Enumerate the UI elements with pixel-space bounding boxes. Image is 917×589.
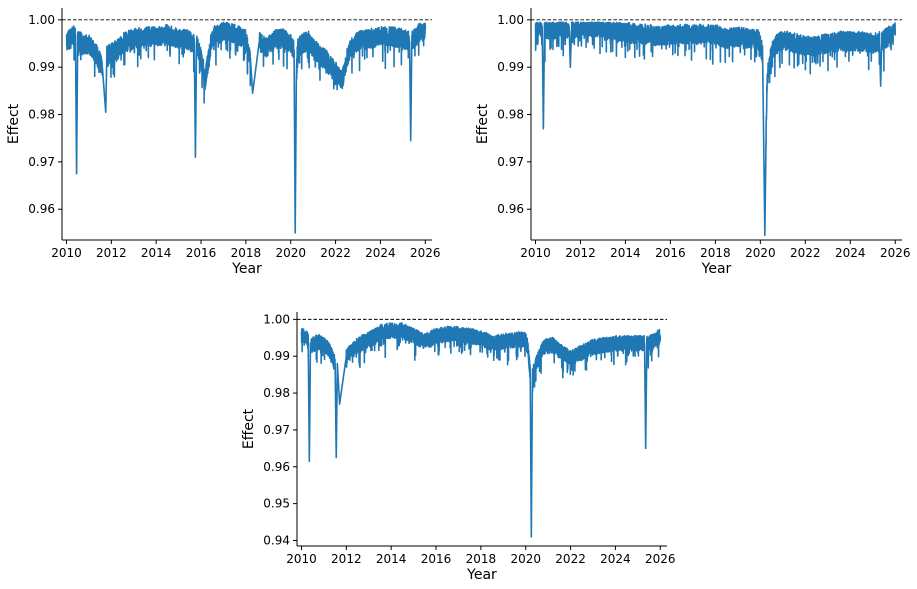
x-tick-label: 2016 xyxy=(421,552,452,566)
x-tick-label: 2016 xyxy=(186,246,217,260)
x-tick-label: 2010 xyxy=(51,246,82,260)
y-tick-label: 0.99 xyxy=(28,60,55,74)
y-axis-label: Effect xyxy=(241,408,257,449)
x-tick-label: 2020 xyxy=(745,246,776,260)
y-axis-label: Effect xyxy=(475,103,491,144)
y-tick-label: 0.95 xyxy=(263,497,290,511)
y-tick-label: 0.94 xyxy=(263,533,290,547)
x-tick-label: 2026 xyxy=(410,246,441,260)
y-tick-label: 1.00 xyxy=(28,13,55,27)
y-tick-label: 0.97 xyxy=(28,155,55,169)
y-tick-label: 0.96 xyxy=(28,202,55,216)
x-tick-label: 2020 xyxy=(510,552,541,566)
x-tick-label: 2022 xyxy=(790,246,821,260)
x-axis-label: Year xyxy=(231,261,262,277)
y-tick-label: 0.99 xyxy=(497,60,524,74)
x-tick-label: 2018 xyxy=(231,246,262,260)
chart-top-left: 0.96 0.97 0.98 0.99 1.00 2010 2012 2014 2016 2018… xyxy=(6,8,441,277)
x-tick-label: 2014 xyxy=(376,552,407,566)
x-axis-label: Year xyxy=(701,261,732,277)
y-tick-label: 0.99 xyxy=(263,349,290,363)
series-line xyxy=(534,21,897,237)
y-tick-label: 1.00 xyxy=(497,13,524,27)
x-tick-label: 2014 xyxy=(141,246,172,260)
x-tick-label: 2010 xyxy=(520,246,551,260)
x-tick-label: 2024 xyxy=(365,246,396,260)
x-tick-label: 2024 xyxy=(600,552,631,566)
y-tick-label: 0.98 xyxy=(263,386,290,400)
series-line xyxy=(300,322,662,538)
x-tick-label: 2022 xyxy=(320,246,351,260)
x-tick-label: 2020 xyxy=(275,246,306,260)
chart-bottom-center: 0.94 0.95 0.96 0.97 0.98 0.99 1.00 2010 2012 2014… xyxy=(241,312,676,583)
y-tick-label: 1.00 xyxy=(263,312,290,326)
x-tick-label: 2012 xyxy=(565,246,596,260)
y-tick-label: 0.97 xyxy=(497,155,524,169)
series-line xyxy=(65,21,427,234)
y-tick-label: 0.97 xyxy=(263,423,290,437)
y-axis-label: Effect xyxy=(6,103,22,144)
x-tick-label: 2012 xyxy=(331,552,362,566)
x-tick-label: 2010 xyxy=(286,552,317,566)
x-tick-label: 2012 xyxy=(96,246,127,260)
chart-top-right: 0.96 0.97 0.98 0.99 1.00 2010 2012 2014 2016 2018… xyxy=(475,8,911,277)
x-tick-label: 2026 xyxy=(880,246,911,260)
x-tick-label: 2024 xyxy=(835,246,866,260)
y-tick-label: 0.98 xyxy=(497,108,524,122)
x-tick-label: 2016 xyxy=(655,246,686,260)
x-tick-label: 2022 xyxy=(555,552,586,566)
y-tick-label: 0.96 xyxy=(263,460,290,474)
y-tick-label: 0.98 xyxy=(28,108,55,122)
x-tick-label: 2014 xyxy=(610,246,641,260)
x-tick-label: 2026 xyxy=(645,552,676,566)
x-tick-label: 2018 xyxy=(466,552,497,566)
y-tick-label: 0.96 xyxy=(497,202,524,216)
x-axis-label: Year xyxy=(466,567,497,583)
x-tick-label: 2018 xyxy=(700,246,731,260)
